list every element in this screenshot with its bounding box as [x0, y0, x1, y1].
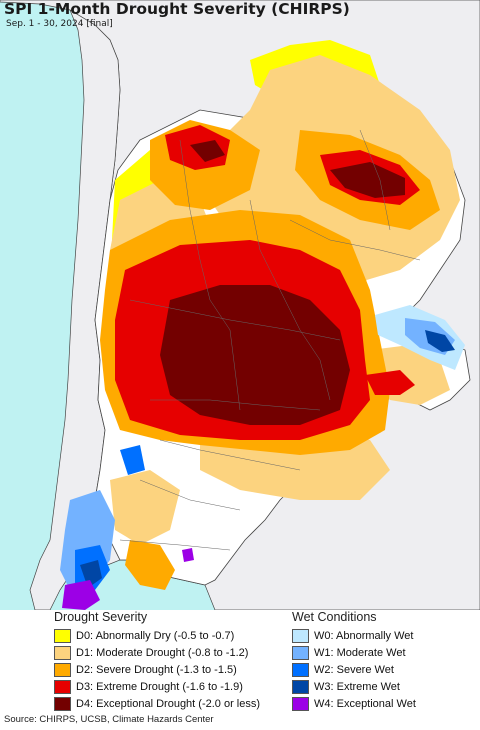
legend-drought: Drought Severity D0: Abnormally Dry (-0.…: [54, 610, 260, 712]
source-credit: Source: CHIRPS, UCSB, Climate Hazards Ce…: [4, 714, 214, 725]
d4-north: [190, 140, 225, 162]
d4-center: [160, 285, 350, 425]
legend-label-d1: D1: Moderate Drought (-0.8 to -1.2): [76, 646, 249, 659]
map-subtitle: Sep. 1 - 30, 2024 [final]: [6, 19, 113, 29]
legend-item-w3: W3: Extreme Wet: [292, 678, 416, 695]
legend-label-d4: D4: Exceptional Drought (-2.0 or less): [76, 697, 261, 710]
w4-spot: [182, 548, 194, 562]
map-title: SPI 1-Month Drought Severity (CHIRPS): [4, 0, 350, 18]
legend-swatch-w0: [292, 628, 309, 643]
legend-swatch-w4: [292, 696, 309, 711]
legend-label-d0: D0: Abnormally Dry (-0.5 to -0.7): [76, 629, 235, 642]
legend-label-w1: W1: Moderate Wet: [314, 646, 406, 659]
legend-swatch-d0: [54, 628, 71, 643]
d4-paraguay: [330, 162, 405, 198]
w4-south: [62, 580, 100, 610]
legend-item-w4: W4: Exceptional Wet: [292, 695, 416, 712]
legend-item-d1: D1: Moderate Drought (-0.8 to -1.2): [54, 644, 260, 661]
legend-label-d2: D2: Severe Drought (-1.3 to -1.5): [76, 663, 237, 676]
legend-label-w2: W2: Severe Wet: [314, 663, 394, 676]
w2-mid: [120, 445, 145, 475]
legend-label-w4: W4: Exceptional Wet: [314, 697, 416, 710]
legend-item-d0: D0: Abnormally Dry (-0.5 to -0.7): [54, 627, 260, 644]
w3-south: [80, 560, 102, 588]
legend-swatch-d4: [54, 696, 71, 711]
legend-item-d3: D3: Extreme Drought (-1.6 to -1.9): [54, 678, 260, 695]
legend-swatch-w2: [292, 662, 309, 677]
legend-drought-heading: Drought Severity: [54, 610, 148, 624]
d2-south: [125, 540, 175, 590]
province-borders: [119, 129, 421, 551]
legend-swatch-d3: [54, 679, 71, 694]
legend-wet-heading: Wet Conditions: [292, 610, 377, 624]
legend-swatch-d1: [54, 645, 71, 660]
legend-item-w2: W2: Severe Wet: [292, 661, 416, 678]
legend-item-w0: W0: Abnormally Wet: [292, 627, 416, 644]
legend-wet: Wet Conditions W0: Abnormally Wet W1: Mo…: [292, 610, 416, 712]
w3-east: [425, 330, 455, 352]
legend-swatch-d2: [54, 662, 71, 677]
legend-item-d2: D2: Severe Drought (-1.3 to -1.5): [54, 661, 260, 678]
drought-map: [0, 0, 480, 610]
legend-swatch-w3: [292, 679, 309, 694]
legend-item-d4: D4: Exceptional Drought (-2.0 or less): [54, 695, 260, 712]
legend: Drought Severity D0: Abnormally Dry (-0.…: [0, 610, 480, 712]
legend-label-d3: D3: Extreme Drought (-1.6 to -1.9): [76, 680, 243, 693]
legend-item-w1: W1: Moderate Wet: [292, 644, 416, 661]
legend-label-w0: W0: Abnormally Wet: [314, 629, 414, 642]
d3-uruguay: [365, 370, 415, 395]
legend-label-w3: W3: Extreme Wet: [314, 680, 400, 693]
legend-swatch-w1: [292, 645, 309, 660]
